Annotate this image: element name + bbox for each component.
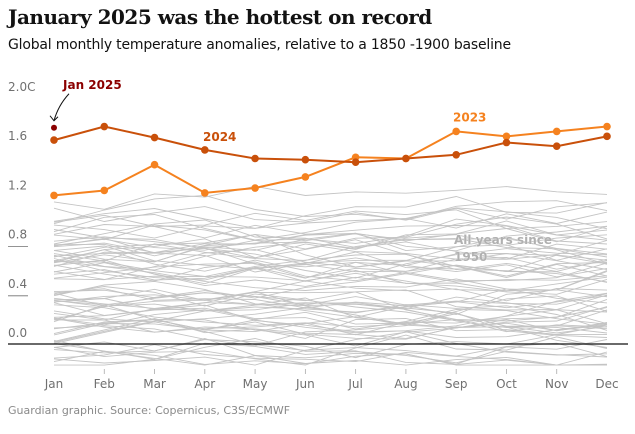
label-2024: 2024 — [203, 130, 236, 144]
background-year-line — [53, 334, 608, 366]
data-point — [452, 151, 460, 159]
data-point — [150, 133, 159, 142]
data-point — [502, 138, 511, 147]
x-tick-label: Apr — [194, 377, 215, 391]
data-point — [552, 142, 561, 150]
data-point — [201, 146, 209, 154]
background-years-label: All years since — [454, 233, 552, 247]
data-point — [552, 127, 561, 136]
background-year-line — [53, 237, 608, 270]
background-year-line — [53, 254, 608, 281]
data-point — [51, 124, 57, 131]
data-point — [301, 155, 310, 164]
background-year-line — [53, 211, 608, 241]
source-note: Guardian graphic. Source: Copernicus, C3… — [8, 404, 291, 417]
data-point — [452, 127, 460, 136]
chart-title: January 2025 was the hottest on record — [8, 5, 432, 29]
background-year-line — [53, 309, 608, 330]
background-year-line — [53, 304, 608, 329]
background-year-line — [53, 313, 608, 347]
background-year-line — [53, 342, 608, 366]
x-tick-label: Sep — [445, 377, 468, 391]
data-point — [402, 154, 410, 163]
x-tick-label: Nov — [545, 377, 568, 391]
background-year-line — [53, 339, 608, 366]
background-year-line — [53, 242, 608, 273]
background-year-line — [53, 224, 608, 252]
data-point — [251, 184, 259, 192]
background-year-line — [53, 309, 608, 336]
background-year-line — [53, 216, 608, 251]
background-year-line — [53, 262, 608, 283]
jan-2025-arrow-icon — [49, 93, 70, 122]
background-year-line — [53, 304, 608, 333]
background-year-line — [53, 273, 608, 308]
data-point — [603, 132, 611, 141]
background-year-line — [53, 321, 608, 348]
background-year-line — [53, 262, 608, 292]
data-point — [502, 132, 511, 141]
background-year-line — [53, 297, 608, 333]
background-year-line — [53, 218, 608, 244]
data-point — [201, 189, 209, 197]
y-tick-label: 1.2 — [8, 178, 27, 192]
background-year-line — [53, 333, 608, 359]
y-tick-label: 0.4 — [8, 277, 27, 291]
data-point — [50, 191, 58, 200]
x-tick-label: Feb — [94, 377, 115, 391]
data-point — [100, 186, 109, 195]
x-tick-label: Aug — [394, 377, 417, 391]
y-tick-label: 0.0 — [8, 326, 27, 340]
background-year-line — [53, 202, 608, 223]
label-2023: 2023 — [453, 110, 486, 124]
background-year-line — [53, 232, 608, 264]
x-tick-label: Dec — [595, 377, 618, 391]
series-line — [53, 125, 608, 164]
data-point — [100, 122, 109, 131]
y-tick-label: 2.0C — [8, 80, 35, 94]
background-year-line — [53, 288, 608, 315]
background-year-line — [53, 238, 608, 262]
x-tick-label: Mar — [143, 377, 166, 391]
background-year-line — [53, 342, 608, 364]
background-year-line — [53, 194, 608, 225]
background-year-line — [53, 229, 608, 260]
x-tick-label: Jul — [347, 377, 362, 391]
series-line — [53, 125, 608, 197]
background-year-line — [53, 253, 608, 280]
data-point — [50, 136, 58, 144]
background-year-line — [53, 288, 608, 322]
data-point — [301, 173, 310, 181]
x-tick-label: Oct — [496, 377, 517, 391]
data-point — [603, 122, 611, 131]
background-year-line — [53, 292, 608, 334]
background-year-line — [53, 234, 608, 268]
background-year-line — [53, 286, 608, 322]
series-2024 — [50, 122, 611, 166]
y-tick-label: 0.8 — [8, 228, 27, 242]
background-years-label-line2: 1950 — [454, 250, 487, 264]
x-tick-label: Jan — [44, 377, 64, 391]
y-tick-label: 1.6 — [8, 129, 27, 143]
label-jan-2025: Jan 2025 — [62, 78, 122, 92]
chart-subtitle: Global monthly temperature anomalies, re… — [8, 37, 511, 53]
background-year-line — [53, 185, 608, 210]
series-jan-2025 — [51, 124, 57, 131]
background-year-line — [53, 338, 608, 365]
data-point — [150, 160, 159, 169]
data-point — [351, 158, 360, 166]
background-year-line — [54, 338, 608, 366]
x-tick-label: Jun — [295, 377, 315, 391]
background-year-line — [53, 219, 608, 260]
background-year-line — [53, 196, 608, 239]
background-year-line — [53, 261, 608, 282]
x-axis: Jan Feb Mar Apr May Jun Jul Aug Sep Oct Nov Dec — [44, 369, 619, 391]
data-point — [251, 154, 259, 163]
y-axis: 0.0 0.4 0.8 1.2 1.6 2.0C — [8, 80, 35, 340]
x-tick-label: May — [243, 377, 268, 391]
background-year-line — [53, 221, 608, 263]
background-years-lines — [53, 185, 608, 366]
background-year-line — [53, 245, 608, 277]
